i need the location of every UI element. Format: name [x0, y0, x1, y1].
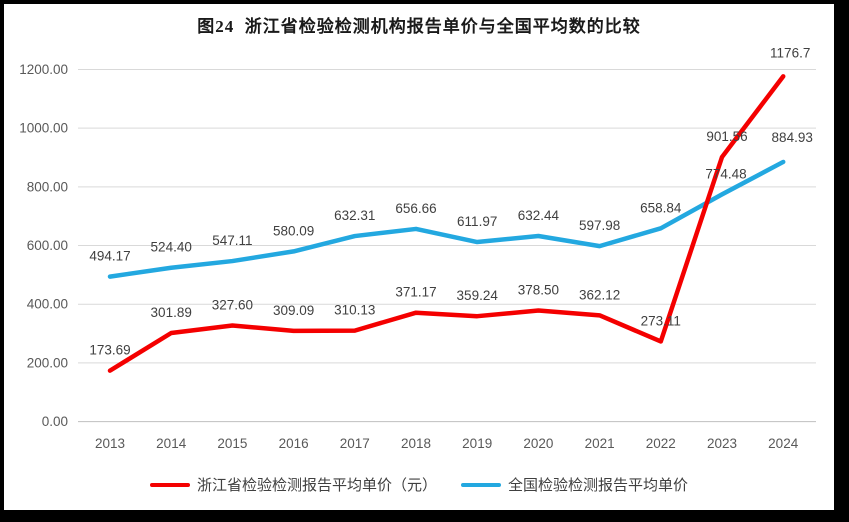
y-tick-label: 1000.00 [19, 121, 68, 136]
data-label: 362.12 [579, 287, 620, 302]
data-label: 632.44 [518, 208, 560, 223]
y-tick-label: 600.00 [27, 238, 68, 253]
y-tick-label: 800.00 [27, 179, 68, 194]
data-label: 524.40 [151, 240, 192, 255]
x-tick-label: 2017 [340, 436, 370, 451]
legend-line-blue-icon [461, 482, 501, 487]
x-tick-label: 2023 [707, 436, 737, 451]
data-label: 301.89 [151, 305, 192, 320]
data-label: 310.13 [334, 303, 375, 318]
chart-legend: 浙江省检验检测报告平均单价（元） 全国检验检测报告平均单价 [4, 474, 834, 495]
data-label: 1176.7 [770, 45, 810, 60]
data-label: 656.66 [395, 201, 436, 216]
data-label: 547.11 [212, 233, 252, 248]
x-tick-label: 2015 [217, 436, 247, 451]
x-tick-label: 2022 [646, 436, 676, 451]
line-chart: 0.00 200.00 400.00 600.00 800.00 1000.00 1200.… [19, 45, 816, 451]
x-tick-label: 2018 [401, 436, 431, 451]
x-tick-label: 2013 [95, 436, 125, 451]
x-tick-label: 2016 [279, 436, 309, 451]
legend-label-zhejiang: 浙江省检验检测报告平均单价（元） [196, 477, 437, 494]
x-tick-label: 2024 [768, 436, 799, 451]
legend-line-red-icon [149, 482, 190, 487]
data-label: 774.48 [705, 166, 746, 181]
data-label: 371.17 [395, 285, 436, 300]
x-tick-label: 2021 [585, 436, 615, 451]
x-tick-label: 2014 [156, 436, 187, 451]
data-label: 359.24 [457, 288, 499, 303]
series-line-zhejiang [107, 74, 786, 373]
data-label: 327.60 [212, 297, 253, 312]
data-label: 611.97 [457, 214, 497, 229]
data-label: 632.31 [334, 208, 375, 223]
chart-title: 图24 浙江省检验检测机构报告单价与全国平均数的比较 [197, 17, 641, 36]
legend-item-zhejiang: 浙江省检验检测报告平均单价（元） [149, 474, 437, 495]
y-tick-label: 400.00 [27, 297, 68, 312]
series-line-national [107, 159, 786, 279]
data-label: 494.17 [89, 249, 130, 264]
data-label: 378.50 [518, 283, 559, 298]
legend-item-national: 全国检验检测报告平均单价 [461, 474, 688, 495]
data-label: 173.69 [89, 343, 130, 358]
y-tick-label: 0.00 [42, 414, 68, 429]
data-label: 884.93 [772, 130, 813, 145]
data-label: 597.98 [579, 218, 620, 233]
y-tick-label: 200.00 [27, 355, 68, 370]
data-label: 273.11 [641, 313, 681, 328]
data-label: 901.56 [706, 129, 747, 144]
data-label: 658.84 [640, 200, 682, 215]
y-tick-label: 1200.00 [19, 62, 68, 77]
legend-label-national: 全国检验检测报告平均单价 [508, 477, 689, 494]
x-tick-label: 2020 [523, 436, 553, 451]
data-label: 580.09 [273, 223, 314, 238]
data-label: 309.09 [273, 303, 314, 318]
x-tick-label: 2019 [462, 436, 492, 451]
